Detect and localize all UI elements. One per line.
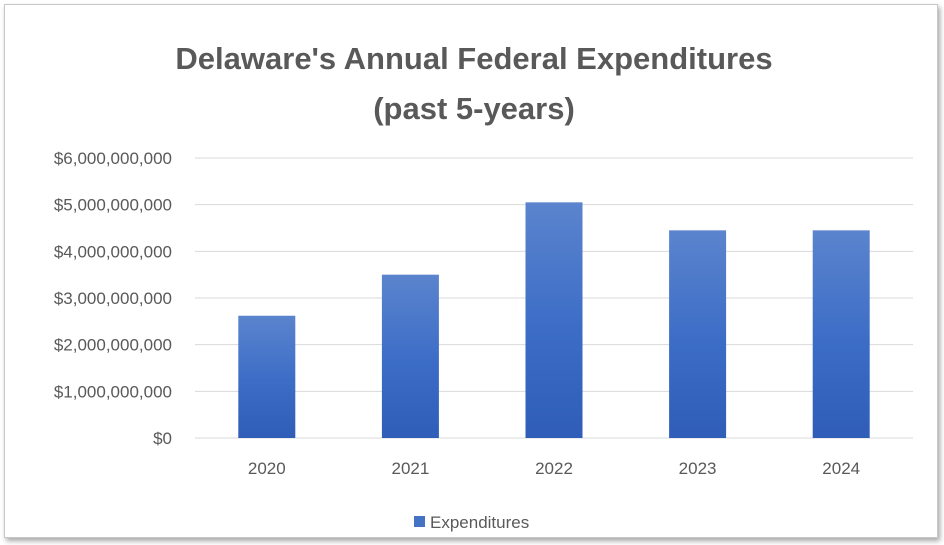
bar-2021 (381, 274, 439, 438)
chart-title-line-2: (past 5-years) (373, 91, 575, 126)
bar-2020 (238, 315, 296, 438)
y-tick-label: $5,000,000,000 (54, 196, 172, 215)
bar-2023 (669, 230, 727, 438)
x-tick-label: 2020 (248, 459, 286, 478)
y-tick-label: $0 (153, 429, 172, 448)
bars (238, 202, 870, 438)
legend: Expenditures (414, 513, 529, 532)
y-tick-label: $1,000,000,000 (54, 382, 172, 401)
legend-swatch-expenditures (414, 516, 425, 527)
y-tick-label: $4,000,000,000 (54, 242, 172, 261)
y-axis-tick-labels: $0 $1,000,000,000 $2,000,000,000 $3,000,000… (54, 149, 172, 448)
x-axis-tick-labels: 2020 2021 2022 2023 2024 (248, 459, 860, 478)
chart-frame: Delaware's Annual Federal Expenditures (… (4, 4, 938, 538)
x-tick-label: 2022 (535, 459, 573, 478)
y-tick-label: $3,000,000,000 (54, 289, 172, 308)
x-tick-label: 2023 (679, 459, 717, 478)
y-tick-label: $2,000,000,000 (54, 336, 172, 355)
bar-2024 (812, 230, 870, 438)
legend-label-expenditures: Expenditures (430, 513, 529, 532)
chart-svg: Delaware's Annual Federal Expenditures (… (54, 41, 913, 532)
x-tick-label: 2024 (822, 459, 860, 478)
x-tick-label: 2021 (391, 459, 429, 478)
y-tick-label: $6,000,000,000 (54, 149, 172, 168)
chart-title: Delaware's Annual Federal Expenditures (… (175, 41, 772, 126)
bar-2022 (525, 202, 583, 438)
chart-title-line-1: Delaware's Annual Federal Expenditures (175, 41, 772, 76)
